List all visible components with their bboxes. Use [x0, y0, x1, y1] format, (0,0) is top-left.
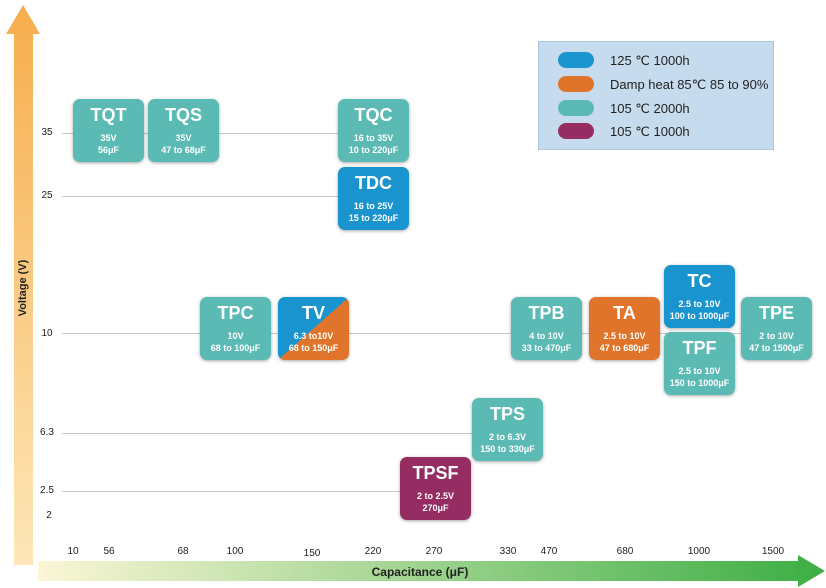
- product-box-tqc: TQC 16 to 35V 10 to 220μF: [338, 99, 409, 162]
- product-box-tqs: TQS 35V 47 to 68μF: [148, 99, 219, 162]
- x-axis-label: Capacitance (μF): [371, 565, 469, 579]
- product-box-tpc: TPC 10V 68 to 100μF: [200, 297, 271, 360]
- product-voltage: 35V: [100, 133, 117, 143]
- product-voltage: 2.5 to 10V: [678, 299, 721, 309]
- x-tick: 1000: [687, 546, 711, 557]
- y-tick: 2.5: [40, 485, 54, 496]
- x-tick: 10: [67, 546, 79, 557]
- product-voltage: 2 to 6.3V: [488, 432, 526, 442]
- product-name: TQS: [164, 105, 202, 125]
- product-voltage: 4 to 10V: [529, 331, 564, 341]
- product-capacitance: 68 to 150μF: [288, 343, 339, 353]
- x-tick: 68: [177, 546, 189, 557]
- y-tick: 6.3: [40, 427, 54, 438]
- product-name: TC: [687, 271, 712, 291]
- product-box-tpsf: TPSF 2 to 2.5V 270μF: [400, 457, 471, 520]
- x-tick: 1500: [761, 546, 785, 557]
- product-name: TPB: [528, 303, 565, 323]
- x-tick: 680: [616, 546, 634, 557]
- y-axis-label: Voltage (V): [17, 259, 29, 317]
- legend-swatch: [558, 100, 594, 116]
- product-voltage: 10V: [227, 331, 244, 341]
- product-name: TPC: [217, 303, 254, 323]
- gridline-2.5: [62, 491, 400, 492]
- legend-label: Damp heat 85℃ 85 to 90%: [610, 77, 769, 92]
- product-box-tpf: TPF 2.5 to 10V 150 to 1000μF: [664, 332, 735, 395]
- legend-swatch: [558, 123, 594, 139]
- product-capacitance: 10 to 220μF: [348, 145, 399, 155]
- product-name: TQC: [354, 105, 393, 125]
- product-capacitance: 150 to 1000μF: [669, 378, 730, 388]
- product-voltage: 16 to 35V: [353, 133, 394, 143]
- product-voltage: 2 to 10V: [759, 331, 794, 341]
- x-tick: 150: [303, 548, 321, 559]
- product-capacitance: 33 to 470μF: [521, 343, 572, 353]
- x-tick: 56: [103, 546, 115, 557]
- product-box-tqt: TQT 35V 56μF: [73, 99, 144, 162]
- y-axis-arrow: [6, 5, 40, 565]
- product-name: TV: [301, 303, 325, 323]
- product-name: TPF: [682, 338, 717, 358]
- product-box-tv: TV 6.3 to10V 68 to 150μF: [278, 297, 349, 360]
- x-tick: 330: [499, 546, 517, 557]
- product-capacitance: 56μF: [97, 145, 119, 155]
- product-box-tps: TPS 2 to 6.3V 150 to 330μF: [472, 398, 543, 461]
- y-tick: 10: [41, 328, 53, 339]
- legend-swatch: [558, 76, 594, 92]
- product-capacitance: 47 to 680μF: [599, 343, 650, 353]
- x-tick: 220: [364, 546, 382, 557]
- product-name: TPSF: [412, 463, 459, 483]
- product-name: TPE: [758, 303, 794, 323]
- product-box-tpe: TPE 2 to 10V 47 to 1500μF: [741, 297, 812, 360]
- product-name: TQT: [90, 105, 127, 125]
- product-name: TDC: [355, 173, 392, 193]
- product-box-tpb: TPB 4 to 10V 33 to 470μF: [511, 297, 582, 360]
- product-box-tc: TC 2.5 to 10V 100 to 1000μF: [664, 265, 735, 328]
- x-tick: 100: [226, 546, 244, 557]
- product-voltage: 6.3 to10V: [293, 331, 334, 341]
- product-voltage: 2 to 2.5V: [416, 491, 454, 501]
- product-voltage: 16 to 25V: [353, 201, 394, 211]
- product-box-tdc: TDC 16 to 25V 15 to 220μF: [338, 167, 409, 230]
- x-axis-arrow: [38, 555, 825, 587]
- y-tick: 35: [41, 127, 53, 138]
- x-tick: 270: [425, 546, 443, 557]
- legend: 125 ℃ 1000h Damp heat 85℃ 85 to 90% 105 ℃ …: [538, 41, 774, 150]
- legend-swatch: [558, 52, 594, 68]
- x-tick: 470: [540, 546, 558, 557]
- legend-label: 125 ℃ 1000h: [610, 53, 690, 68]
- product-box-ta: TA 2.5 to 10V 47 to 680μF: [589, 297, 660, 360]
- product-capacitance: 270μF: [422, 503, 449, 513]
- gridline-10: [62, 333, 812, 334]
- gridline-25: [62, 196, 338, 197]
- legend-label: 105 ℃ 2000h: [610, 101, 690, 116]
- y-tick: 2: [46, 510, 52, 521]
- product-capacitance: 150 to 330μF: [480, 444, 535, 454]
- product-capacitance: 68 to 100μF: [210, 343, 261, 353]
- product-capacitance: 47 to 68μF: [161, 145, 206, 155]
- y-tick: 25: [41, 190, 53, 201]
- product-voltage: 2.5 to 10V: [603, 331, 646, 341]
- product-capacitance: 15 to 220μF: [348, 213, 399, 223]
- product-capacitance: 47 to 1500μF: [749, 343, 804, 353]
- gridline-6.3: [62, 433, 472, 434]
- legend-label: 105 ℃ 1000h: [610, 124, 690, 139]
- product-capacitance: 100 to 1000μF: [669, 311, 730, 321]
- product-voltage: 35V: [175, 133, 192, 143]
- product-voltage: 2.5 to 10V: [678, 366, 721, 376]
- product-name: TA: [613, 303, 636, 323]
- product-name: TPS: [489, 404, 525, 424]
